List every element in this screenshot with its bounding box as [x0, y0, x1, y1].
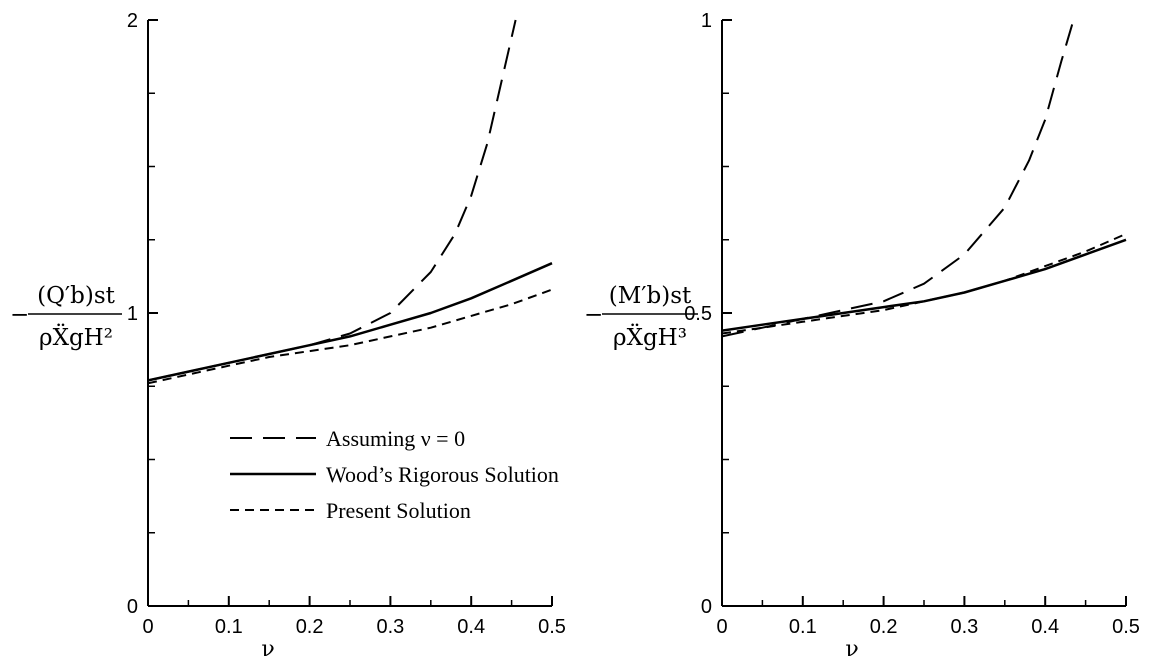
left-chart-y-tick-label: 1 — [127, 303, 138, 325]
left-chart-x-tick-label: 0.3 — [376, 616, 404, 638]
chart-legend: Assuming ν = 0 Wood’s Rigorous Solution … — [230, 426, 559, 523]
right-chart-x-tick-label: 0.5 — [1112, 616, 1140, 638]
left-chart-series-solid-line — [148, 262, 553, 382]
right-chart-panel: 0 0.1 0.2 0.3 0.4 0.5 0 0.5 1 − (M′b)st ρẌgH³ ν — [584, 10, 1140, 658]
right-chart-x-tick-label: 0.3 — [950, 616, 978, 638]
legend-label: Present Solution — [326, 498, 471, 523]
left-chart-panel: 0 0.1 0.2 0.3 0.4 0.5 0 1 2 − (Q′b)st ρẌgH² ν As… — [10, 10, 566, 658]
legend-label: Wood’s Rigorous Solution — [326, 462, 559, 487]
right-chart-y-tick-label: 1 — [701, 10, 712, 32]
right-chart-y-label-numerator: (M′b)st — [609, 283, 692, 309]
legend-item-assuming-nu-zero: Assuming ν = 0 — [230, 426, 465, 451]
left-chart-y-label: − (Q′b)st ρẌgH² — [10, 283, 122, 351]
left-chart-x-tick-label: 0 — [142, 616, 153, 638]
left-chart-x-tick-label: 0.4 — [457, 616, 485, 638]
right-chart-x-tick-label: 0.2 — [870, 616, 898, 638]
left-chart-y-tick-label: 2 — [127, 10, 138, 32]
right-chart-series-solid-line — [722, 238, 1127, 332]
right-chart-y-tick-label: 0.5 — [684, 303, 712, 325]
left-chart-series-long-dash-line — [148, 19, 517, 382]
right-chart-y-label-minus: − — [584, 302, 603, 328]
left-chart-y-label-numerator: (Q′b)st — [37, 283, 116, 309]
legend-item-woods-rigorous-solution: Wood’s Rigorous Solution — [230, 462, 559, 487]
legend-label: Assuming ν = 0 — [326, 426, 465, 451]
right-chart-series-long-dash-line — [722, 19, 1075, 338]
left-chart-ticks: 0 0.1 0.2 0.3 0.4 0.5 0 1 2 — [127, 10, 566, 638]
left-chart-y-tick-label: 0 — [127, 596, 138, 618]
left-chart-x-label: ν — [261, 637, 274, 658]
right-chart-x-tick-label: 0 — [716, 616, 727, 638]
left-chart-y-label-denominator: ρẌgH² — [39, 324, 113, 351]
left-chart-x-tick-label: 0.1 — [215, 616, 243, 638]
right-chart-x-tick-label: 0.4 — [1031, 616, 1059, 638]
right-chart-series — [722, 19, 1127, 338]
right-chart-x-label: ν — [845, 637, 858, 658]
legend-item-present-solution: Present Solution — [230, 498, 471, 523]
right-chart-x-tick-label: 0.1 — [789, 616, 817, 638]
left-chart-series-short-dash-line — [148, 288, 553, 385]
left-chart-x-tick-label: 0.5 — [538, 616, 566, 638]
right-chart-y-label: − (M′b)st ρẌgH³ — [584, 283, 698, 351]
left-chart-x-tick-label: 0.2 — [296, 616, 324, 638]
right-chart-y-tick-label: 0 — [701, 596, 712, 618]
right-chart-y-label-denominator: ρẌgH³ — [613, 324, 687, 351]
left-chart-y-label-minus: − — [10, 302, 29, 328]
right-chart-series-short-dash-line — [722, 232, 1127, 335]
left-chart-series — [148, 19, 553, 385]
right-chart-ticks: 0 0.1 0.2 0.3 0.4 0.5 0 0.5 1 — [684, 10, 1140, 638]
